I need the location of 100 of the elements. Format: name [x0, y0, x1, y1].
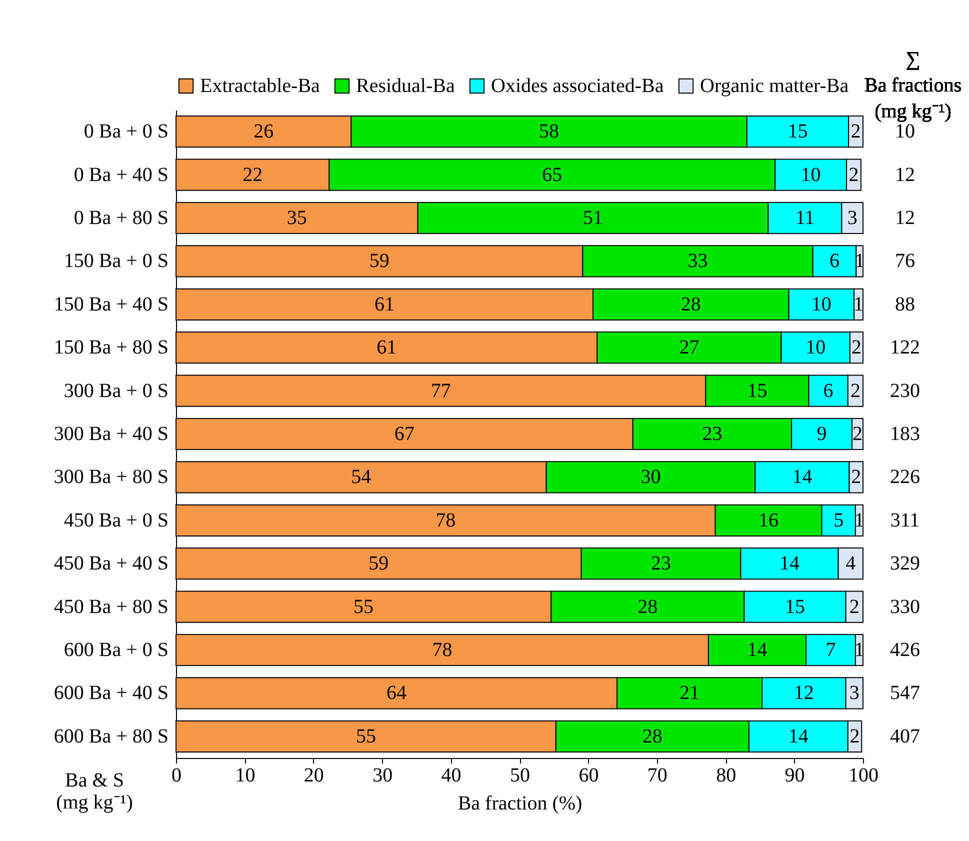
y2-tick-label: 183	[890, 423, 920, 445]
x-axis-title: Ba fraction (%)	[458, 792, 582, 814]
data-label: 2	[850, 120, 861, 143]
data-label: 55	[356, 725, 376, 748]
legend-label: Organic matter-Ba	[700, 75, 849, 97]
data-label: 3	[849, 682, 860, 704]
y2-tick-label: 226	[890, 466, 920, 488]
y-tick-label: 150 Ba + 80 S	[54, 336, 168, 359]
data-label: 27	[679, 336, 700, 359]
data-label: 10	[811, 293, 832, 316]
y2-tick-label: 329	[890, 552, 920, 575]
data-label: 11	[795, 207, 815, 229]
x-tick-label: 90	[784, 764, 805, 786]
data-label: 1	[854, 639, 864, 661]
legend-label: Residual-Ba	[356, 75, 455, 97]
data-label: 14	[788, 725, 808, 748]
data-label: 64	[386, 682, 407, 704]
x-tick-label: 80	[716, 764, 736, 786]
data-label: 54	[351, 466, 372, 488]
x-tick-label: 0	[172, 764, 182, 786]
data-label: 26	[254, 120, 274, 143]
y-axis-title: Ba & S (mg kg⁻¹)	[56, 770, 133, 814]
data-label: 6	[823, 380, 834, 402]
y-tick-label: 0 Ba + 80 S	[74, 207, 168, 229]
y2-tick-label: 330	[890, 596, 920, 618]
data-label: 65	[542, 164, 562, 186]
data-label: 23	[651, 552, 672, 575]
data-label: 2	[849, 596, 860, 618]
data-label: 28	[638, 596, 658, 618]
data-label: 51	[583, 207, 604, 229]
x-tick-label: 10	[235, 764, 256, 786]
x-tick-label: 70	[647, 764, 668, 786]
data-label: 15	[788, 120, 808, 143]
data-label: 14	[747, 639, 768, 661]
data-label: 61	[376, 336, 397, 359]
data-label: 59	[369, 250, 390, 272]
y-tick-label: 300 Ba + 80 S	[54, 466, 168, 488]
data-label: 15	[784, 596, 805, 618]
data-label: 10	[800, 164, 821, 186]
y2-tick-label: 547	[890, 682, 920, 704]
data-label: 35	[286, 207, 307, 229]
y-tick-label: 450 Ba + 80 S	[54, 596, 168, 618]
y2-tick-label: 10	[895, 120, 915, 143]
y-tick-label: 150 Ba + 40 S	[54, 293, 168, 316]
data-label: 1	[854, 250, 865, 272]
y-tick-label: 300 Ba + 40 S	[54, 423, 168, 445]
data-label: 4	[846, 552, 856, 575]
y2-axis-title: ∑ Ba fractions (mg kg⁻¹)	[864, 48, 962, 123]
y2-tick-label: 311	[890, 509, 920, 532]
data-label: 3	[847, 207, 858, 229]
data-label: 15	[747, 380, 768, 402]
data-label: 10	[806, 336, 826, 359]
y2-tick-label: 426	[890, 639, 920, 661]
data-label: 67	[394, 423, 414, 445]
data-label: 78	[436, 509, 456, 532]
data-label: 14	[779, 552, 800, 575]
y2-tick-label: 12	[895, 207, 915, 229]
data-label: 7	[826, 639, 836, 661]
data-label: 28	[642, 725, 662, 748]
y-tick-label: 0 Ba + 40 S	[74, 164, 168, 186]
data-label: 14	[792, 466, 812, 488]
data-label: 21	[680, 682, 700, 704]
y-tick-label: 450 Ba + 40 S	[54, 552, 168, 575]
y-tick-label: 150 Ba + 0 S	[64, 250, 168, 272]
data-label: 30	[640, 466, 661, 488]
y2-tick-label: 407	[890, 725, 920, 748]
data-label: 61	[374, 293, 395, 316]
data-label: 77	[430, 380, 451, 402]
y-tick-label: 300 Ba + 0 S	[64, 380, 168, 402]
legend-label: Extractable-Ba	[200, 75, 320, 97]
data-label: 2	[852, 423, 863, 445]
x-tick-label: 100	[848, 764, 878, 786]
x-tick-label: 60	[578, 764, 599, 786]
data-label: 5	[834, 509, 844, 532]
data-label: 55	[354, 596, 374, 618]
data-label: 9	[816, 423, 827, 445]
x-tick-label: 50	[510, 764, 530, 786]
y-tick-label: 600 Ba + 80 S	[54, 725, 168, 748]
x-tick-label: 30	[372, 764, 393, 786]
data-label: 2	[851, 466, 862, 488]
data-label: 16	[758, 509, 779, 532]
y-tick-label: 600 Ba + 40 S	[54, 682, 168, 704]
x-tick-label: 40	[441, 764, 462, 786]
data-label: 78	[432, 639, 452, 661]
y2-tick-label: 76	[895, 250, 915, 272]
y2-tick-label: 230	[890, 380, 920, 402]
y2-tick-label: 12	[895, 164, 915, 186]
data-label: 1	[854, 509, 864, 532]
y-tick-label: 0 Ba + 0 S	[84, 120, 168, 143]
data-label: 22	[242, 164, 263, 186]
data-label: 2	[850, 380, 860, 402]
data-label: 2	[848, 164, 859, 186]
y2-tick-label: 122	[890, 336, 920, 359]
data-label: 59	[368, 552, 389, 575]
legend-label: Oxides associated-Ba	[491, 75, 664, 97]
x-tick-label: 20	[304, 764, 324, 786]
data-label: 28	[680, 293, 701, 316]
y2-tick-label: 88	[895, 293, 915, 316]
data-label: 23	[702, 423, 722, 445]
data-label: 2	[851, 336, 862, 359]
